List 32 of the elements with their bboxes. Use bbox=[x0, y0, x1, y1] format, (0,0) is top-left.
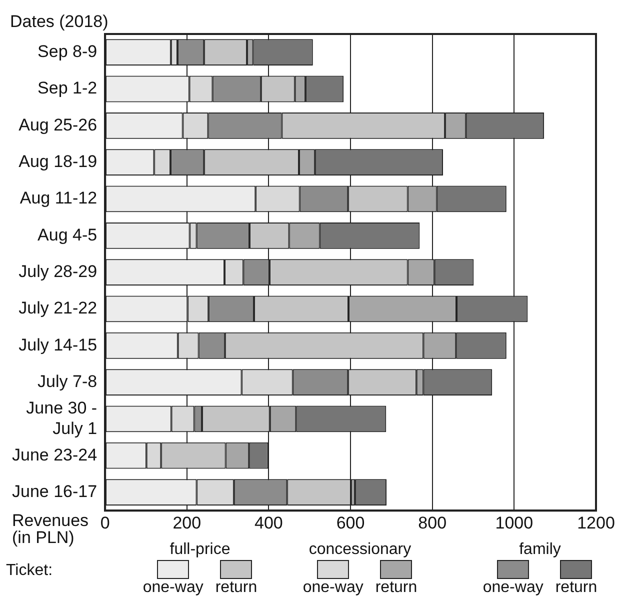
y-tick-label: July 28-29 bbox=[18, 262, 98, 281]
text: full-price bbox=[168, 541, 232, 558]
legend-label: one-way bbox=[142, 579, 204, 596]
y-tick-label: Sep 8-9 bbox=[38, 42, 98, 62]
x-tick-label: 800 bbox=[418, 513, 447, 532]
legend-label: one-way bbox=[482, 579, 544, 596]
legend-label: return bbox=[215, 579, 258, 596]
x-tick-label: 1000 bbox=[495, 513, 534, 532]
x-axis-title: Revenues (in PLN) bbox=[12, 510, 89, 547]
legend-title: Ticket: bbox=[6, 562, 53, 579]
y-tick-label: June 23-24 bbox=[12, 445, 98, 464]
y-tick-label: Aug 4-5 bbox=[38, 225, 98, 244]
x-tick-label: 600 bbox=[336, 513, 365, 532]
y-tick-label: Sep 1-2 bbox=[38, 78, 98, 98]
y-tick-label: June 16-17 bbox=[12, 482, 98, 501]
y-axis-title: Dates (2018) bbox=[10, 12, 108, 32]
y-tick-label: Aug 25-26 bbox=[18, 115, 98, 134]
legend-label: return bbox=[555, 579, 598, 596]
x-tick-label: 1200 bbox=[577, 513, 615, 532]
y-tick-label: June 30 - July 1 bbox=[26, 398, 98, 438]
y-tick-label: July 7-8 bbox=[38, 372, 98, 391]
x-tick-label: 0 bbox=[100, 513, 110, 532]
text: concessionary bbox=[308, 541, 412, 558]
text: family bbox=[518, 541, 562, 558]
y-tick-label: July 21-22 bbox=[18, 298, 98, 318]
y-tick-label: Aug 11-12 bbox=[20, 188, 98, 208]
legend-label: one-way bbox=[302, 579, 364, 596]
y-tick-label: July 14-15 bbox=[18, 335, 98, 354]
legend-label: return bbox=[375, 579, 418, 596]
y-tick-label: Aug 18-19 bbox=[18, 152, 98, 172]
x-tick-label: 400 bbox=[254, 513, 283, 532]
x-tick-label: 200 bbox=[172, 513, 202, 532]
